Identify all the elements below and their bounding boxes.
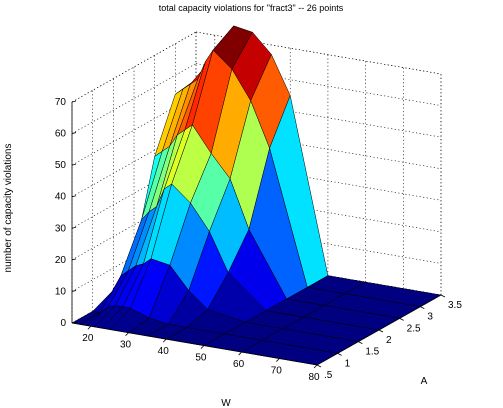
y-axis-label: A bbox=[421, 376, 428, 387]
z-tick-mark bbox=[71, 163, 77, 166]
x-axis-line bbox=[71, 322, 318, 366]
x-tick-label: 70 bbox=[271, 366, 283, 377]
y-tick-mark bbox=[358, 341, 363, 345]
x-tick-label: 30 bbox=[120, 340, 132, 351]
z-tick-label: 10 bbox=[55, 286, 67, 297]
z-tick-label: 60 bbox=[55, 129, 67, 140]
z-tick-mark bbox=[71, 195, 77, 198]
z-tick-label: 70 bbox=[55, 97, 67, 108]
x-tick-label: 60 bbox=[233, 359, 245, 370]
z-tick-mark bbox=[71, 100, 77, 103]
x-axis-label: W bbox=[221, 398, 231, 408]
y-tick-mark bbox=[378, 329, 384, 333]
x-tick-label: 80 bbox=[308, 372, 320, 383]
y-tick-label: 3.5 bbox=[448, 300, 462, 311]
y-tick-mark bbox=[316, 364, 322, 368]
z-tick-label: 20 bbox=[55, 255, 67, 266]
y-tick-mark bbox=[440, 294, 446, 298]
x-tick-mark bbox=[87, 325, 92, 330]
axes-front bbox=[71, 100, 446, 369]
back-top-edge-left bbox=[71, 31, 197, 103]
x-tick-mark bbox=[313, 364, 318, 369]
y-tick-label: .5 bbox=[324, 370, 333, 381]
x-tick-label: 20 bbox=[82, 333, 94, 344]
z-axis-label: number of capacity violations bbox=[3, 144, 14, 273]
x-tick-mark bbox=[125, 332, 129, 336]
z-tick-label: 30 bbox=[55, 223, 67, 234]
z-tick-mark bbox=[71, 258, 77, 261]
z-tick-label: 50 bbox=[55, 160, 67, 171]
z-tick-label: 40 bbox=[55, 192, 67, 203]
surface bbox=[71, 25, 442, 366]
z-tick-mark bbox=[71, 132, 77, 134]
x-tick-label: 50 bbox=[195, 353, 207, 364]
y-tick-label: 1 bbox=[345, 358, 351, 369]
tick-labels: 20 30 40 50 60 70 80 .5 1 1.5 2 2.5 3 3.5 0 10 20 30 40 50 6… bbox=[55, 97, 462, 383]
y-tick-label: 3 bbox=[427, 312, 433, 323]
y-tick-label: 2 bbox=[386, 335, 392, 346]
x-tick-mark bbox=[238, 351, 242, 356]
y-tick-mark bbox=[399, 317, 404, 321]
z-tick-mark bbox=[71, 290, 77, 292]
x-tick-mark bbox=[276, 358, 280, 362]
y-tick-mark bbox=[420, 306, 425, 310]
z-grid-left-wall bbox=[71, 31, 197, 103]
y-tick-label: 1.5 bbox=[365, 347, 379, 358]
y-tick-mark bbox=[337, 352, 342, 356]
x-tick-mark bbox=[162, 338, 167, 343]
y-tick-label: 2.5 bbox=[407, 323, 421, 334]
z-tick-mark bbox=[71, 226, 77, 229]
x-tick-mark bbox=[200, 345, 205, 349]
z-tick-mark bbox=[71, 321, 77, 324]
chart-title: total capacity violations for "fract3" -… bbox=[159, 3, 344, 13]
x-tick-label: 40 bbox=[158, 346, 170, 357]
z-tick-label: 0 bbox=[60, 318, 66, 329]
